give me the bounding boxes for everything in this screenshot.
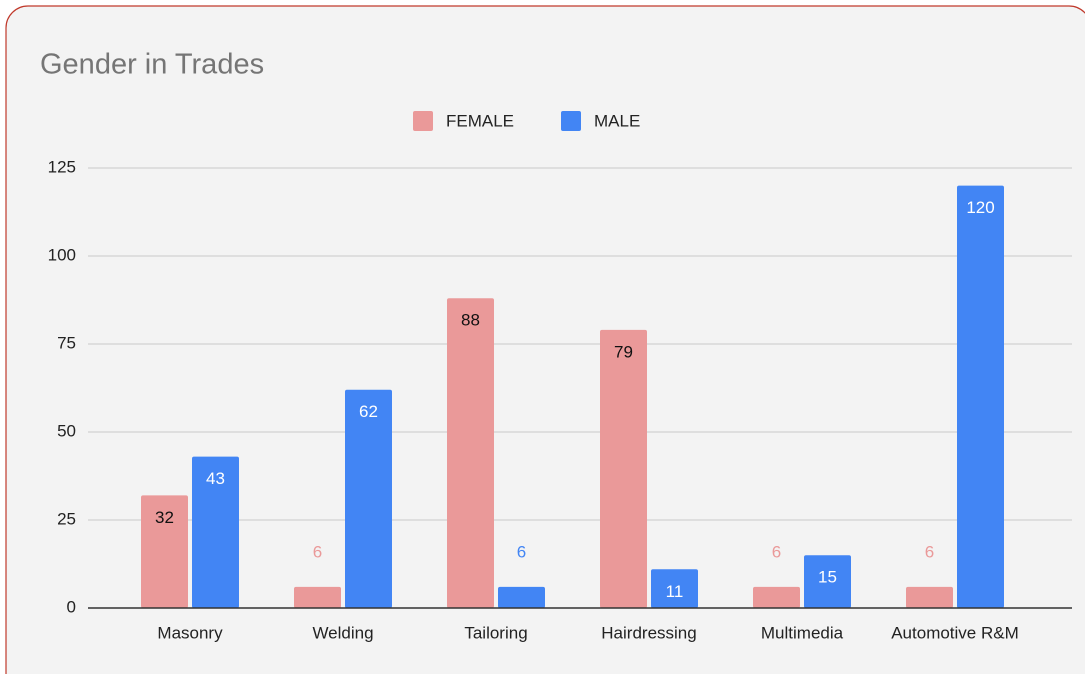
data-label: 6 (925, 542, 934, 561)
data-label: 88 (461, 311, 480, 330)
data-label: 62 (359, 402, 378, 421)
bar (753, 586, 800, 608)
data-label: 6 (517, 542, 526, 561)
data-label: 6 (313, 542, 322, 561)
bar (192, 456, 239, 608)
bar (600, 329, 647, 608)
x-tick-label: Tailoring (464, 623, 527, 642)
y-tick-label: 75 (57, 333, 76, 352)
chart-background (5, 5, 1085, 674)
data-label: 15 (818, 568, 837, 587)
legend-swatch (561, 111, 581, 131)
data-label: 32 (155, 508, 174, 527)
data-label: 43 (206, 469, 225, 488)
bar (141, 495, 188, 608)
y-tick-label: 25 (57, 509, 76, 528)
bar (957, 185, 1004, 608)
x-tick-label: Hairdressing (601, 623, 696, 642)
data-label: 11 (666, 582, 684, 601)
bar (294, 586, 341, 608)
bar (804, 555, 851, 608)
legend-label: FEMALE (446, 111, 514, 130)
x-tick-label: Automotive R&M (891, 623, 1019, 642)
x-tick-label: Welding (312, 623, 373, 642)
data-label: 6 (772, 542, 781, 561)
y-tick-label: 50 (57, 421, 76, 440)
legend-swatch (413, 111, 433, 131)
x-tick-label: Masonry (157, 623, 223, 642)
bar (906, 586, 953, 608)
legend-label: MALE (594, 111, 640, 130)
y-tick-label: 100 (48, 245, 76, 264)
bar (447, 298, 494, 608)
y-tick-label: 125 (48, 157, 76, 176)
bar (345, 389, 392, 608)
y-tick-label: 0 (67, 597, 76, 616)
bar (498, 586, 545, 608)
data-label: 120 (966, 198, 994, 217)
x-tick-label: Multimedia (761, 623, 844, 642)
chart-title: Gender in Trades (40, 49, 264, 81)
bar (651, 569, 698, 608)
data-label: 79 (614, 342, 633, 361)
